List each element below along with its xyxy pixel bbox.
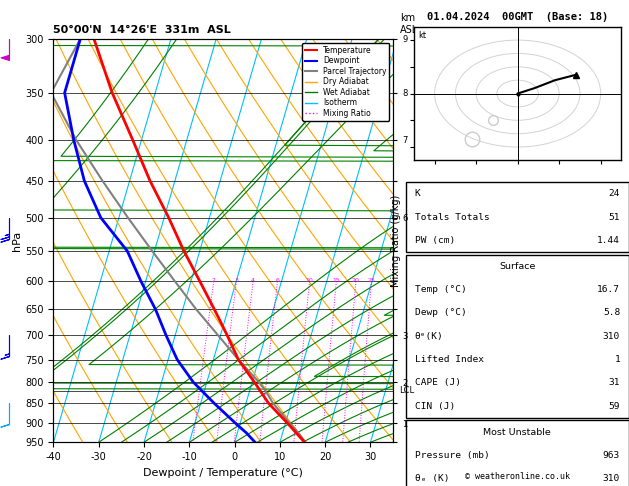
Text: 1.44: 1.44 [597,236,620,245]
Text: 310: 310 [603,332,620,341]
Text: θₑ (K): θₑ (K) [415,474,449,483]
Bar [406,182,629,252]
Text: θᵉ(K): θᵉ(K) [415,332,443,341]
Text: Most Unstable: Most Unstable [484,428,551,436]
Text: 01.04.2024  00GMT  (Base: 18): 01.04.2024 00GMT (Base: 18) [426,12,608,22]
Text: K: K [415,190,420,198]
Text: CIN (J): CIN (J) [415,402,455,411]
Text: 24: 24 [609,190,620,198]
Text: Surface: Surface [499,262,535,271]
Text: kt: kt [418,31,426,40]
Text: 50°00'N  14°26'E  331m  ASL: 50°00'N 14°26'E 331m ASL [53,25,231,35]
Bar [406,420,629,486]
Text: 3: 3 [234,278,238,283]
Text: Lifted Index: Lifted Index [415,355,484,364]
Text: 6: 6 [276,278,279,283]
Text: 31: 31 [609,379,620,387]
Text: Dewp (°C): Dewp (°C) [415,309,466,317]
Text: km
ASL: km ASL [400,13,418,35]
Text: 59: 59 [609,402,620,411]
Text: 20: 20 [352,278,360,283]
Text: 25: 25 [367,278,376,283]
Text: 310: 310 [603,474,620,483]
Bar [406,255,629,418]
Text: 15: 15 [332,278,340,283]
Text: 2: 2 [211,278,216,283]
Text: 16.7: 16.7 [597,285,620,294]
Text: 51: 51 [609,213,620,222]
Text: 963: 963 [603,451,620,460]
Text: Totals Totals: Totals Totals [415,213,489,222]
Text: PW (cm): PW (cm) [415,236,455,245]
Text: © weatheronline.co.uk: © weatheronline.co.uk [465,472,570,481]
Text: Temp (°C): Temp (°C) [415,285,466,294]
Legend: Temperature, Dewpoint, Parcel Trajectory, Dry Adiabat, Wet Adiabat, Isotherm, Mi: Temperature, Dewpoint, Parcel Trajectory… [302,43,389,121]
Text: Mixing Ratio (g/kg): Mixing Ratio (g/kg) [391,194,401,287]
Text: LCL: LCL [399,386,414,395]
Text: Pressure (mb): Pressure (mb) [415,451,489,460]
Text: 5.8: 5.8 [603,309,620,317]
Y-axis label: hPa: hPa [13,230,23,251]
Text: 1: 1 [615,355,620,364]
Text: CAPE (J): CAPE (J) [415,379,460,387]
Text: 4: 4 [251,278,255,283]
X-axis label: Dewpoint / Temperature (°C): Dewpoint / Temperature (°C) [143,468,303,478]
Text: 10: 10 [306,278,313,283]
